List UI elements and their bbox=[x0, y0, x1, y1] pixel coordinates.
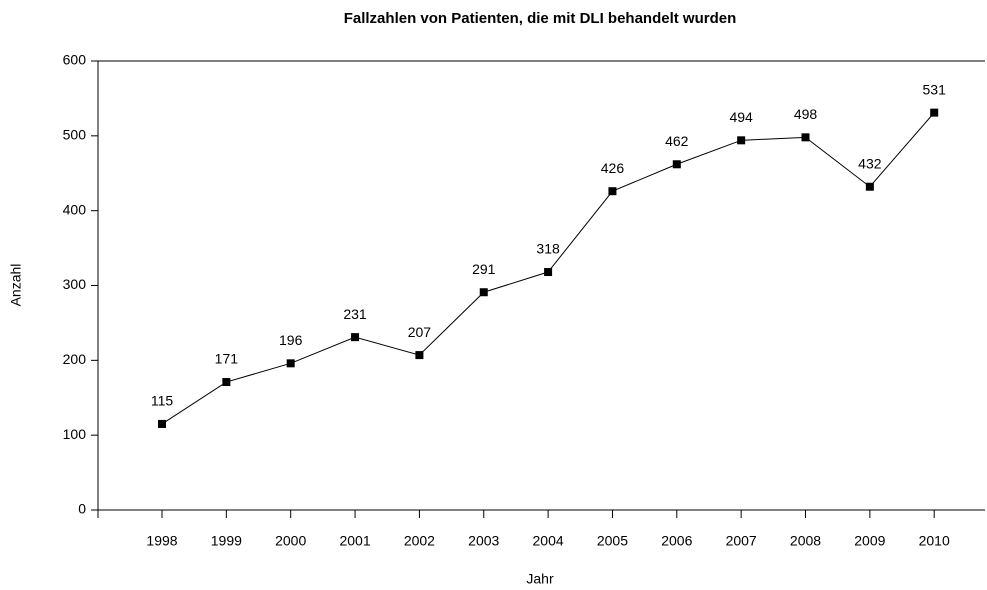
y-tick-label: 0 bbox=[78, 501, 86, 517]
y-tick-label: 400 bbox=[63, 201, 87, 217]
x-tick-label: 2008 bbox=[790, 533, 821, 549]
x-tick-label: 2007 bbox=[726, 533, 757, 549]
x-tick-label: 2010 bbox=[919, 533, 950, 549]
point-marker bbox=[801, 133, 810, 142]
data-label: 196 bbox=[279, 332, 303, 348]
point-marker bbox=[158, 419, 166, 428]
data-label: 432 bbox=[858, 155, 882, 171]
data-label: 498 bbox=[794, 106, 818, 122]
x-tick-label: 2004 bbox=[533, 533, 564, 549]
x-axis-label: Jahr bbox=[526, 571, 554, 587]
y-tick-label: 200 bbox=[63, 351, 87, 367]
point-marker bbox=[415, 351, 424, 360]
x-tick-label: 2000 bbox=[275, 533, 306, 549]
point-marker bbox=[544, 268, 553, 277]
x-tick-label: 1999 bbox=[211, 533, 242, 549]
x-tick-label: 1998 bbox=[146, 533, 177, 549]
point-marker bbox=[930, 108, 939, 117]
point-marker bbox=[286, 359, 295, 368]
data-label: 207 bbox=[408, 324, 432, 340]
point-marker bbox=[672, 160, 681, 169]
point-marker bbox=[222, 378, 231, 387]
x-tick-label: 2005 bbox=[597, 533, 628, 549]
point-marker bbox=[351, 333, 360, 342]
y-axis-label: Anzahl bbox=[8, 264, 24, 307]
point-marker bbox=[737, 136, 746, 145]
x-tick-label: 2009 bbox=[854, 533, 885, 549]
data-label: 291 bbox=[472, 261, 496, 277]
point-marker bbox=[865, 182, 874, 191]
data-label: 231 bbox=[343, 306, 367, 322]
data-label: 171 bbox=[215, 351, 239, 367]
data-label: 462 bbox=[665, 133, 689, 149]
data-label: 318 bbox=[536, 241, 560, 257]
x-tick-label: 2003 bbox=[468, 533, 499, 549]
data-label: 494 bbox=[729, 109, 753, 125]
y-tick-label: 500 bbox=[63, 127, 87, 143]
x-tick-label: 2001 bbox=[339, 533, 370, 549]
data-label: 426 bbox=[601, 160, 625, 176]
point-marker bbox=[608, 187, 617, 196]
x-tick-label: 2002 bbox=[404, 533, 435, 549]
point-marker bbox=[479, 288, 488, 297]
y-tick-label: 100 bbox=[63, 426, 87, 442]
data-label: 531 bbox=[923, 81, 947, 97]
chart-title: Fallzahlen von Patienten, die mit DLI be… bbox=[344, 10, 737, 27]
data-label: 115 bbox=[151, 393, 174, 409]
x-tick-label: 2006 bbox=[661, 533, 692, 549]
y-tick-label: 300 bbox=[63, 276, 87, 292]
y-tick-label: 600 bbox=[63, 52, 87, 68]
